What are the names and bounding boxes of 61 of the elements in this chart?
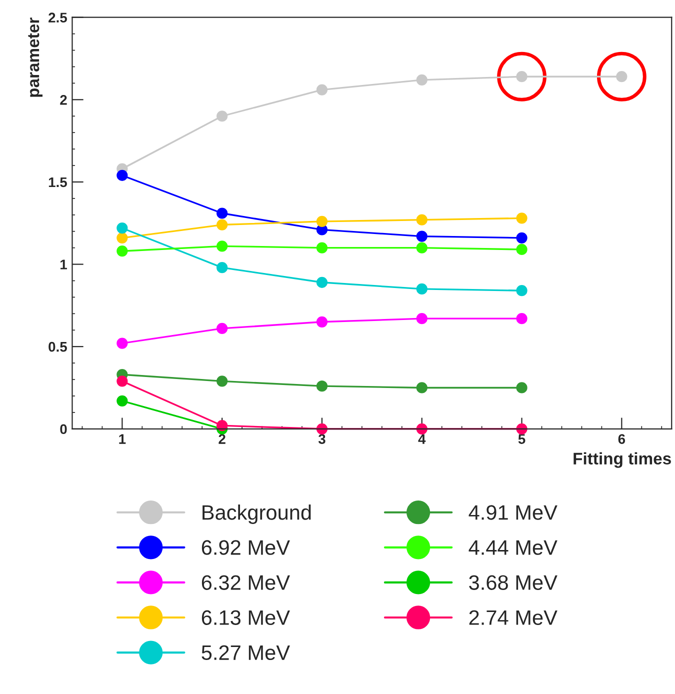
point xyxy=(216,322,228,334)
point xyxy=(116,170,128,181)
x-tick-label: 2 xyxy=(218,434,226,444)
point xyxy=(216,376,228,387)
x-tick-label: 5 xyxy=(518,434,526,444)
point xyxy=(316,242,328,254)
point xyxy=(516,71,528,82)
legend-label: 2.74 MeV xyxy=(469,610,558,625)
x-axis-title: Fitting times xyxy=(574,452,671,468)
point xyxy=(116,222,128,234)
point xyxy=(216,420,228,432)
y-tick-label: 0.5 xyxy=(48,342,67,352)
point xyxy=(116,232,128,244)
y-tick-label: 1 xyxy=(60,260,67,270)
y-tick-label: 2 xyxy=(60,94,67,105)
point xyxy=(416,382,428,394)
point xyxy=(216,262,228,274)
point xyxy=(516,313,528,324)
point xyxy=(516,244,528,256)
point xyxy=(216,219,228,230)
y-tick-label: 1.5 xyxy=(48,177,67,188)
point xyxy=(316,316,328,328)
point xyxy=(416,214,428,226)
point xyxy=(316,276,328,288)
y-tick-label: 0 xyxy=(60,424,67,434)
point xyxy=(516,382,528,394)
point xyxy=(216,110,228,122)
point xyxy=(416,74,428,86)
point xyxy=(516,285,528,296)
point xyxy=(516,212,528,224)
point xyxy=(316,380,328,392)
x-tick-label: 6 xyxy=(618,434,626,444)
point xyxy=(316,423,328,434)
point xyxy=(116,338,128,349)
point xyxy=(416,313,428,324)
point xyxy=(416,230,428,242)
point xyxy=(216,240,228,252)
point xyxy=(316,216,328,228)
legend-label: 4.44 MeV xyxy=(468,540,558,555)
point xyxy=(116,395,128,406)
point xyxy=(416,423,428,434)
legend-label: 4.91 MeV xyxy=(468,505,558,520)
x-tick-label: 3 xyxy=(318,434,326,444)
y-tick-label: 2.5 xyxy=(48,12,67,23)
x-tick-label: 4 xyxy=(418,434,426,444)
legend-label: 6.32 MeV xyxy=(202,575,290,590)
x-tick-label: 1 xyxy=(119,434,126,444)
legend-label: 6.13 MeV xyxy=(202,610,290,625)
point xyxy=(616,71,628,82)
legend-label: Background xyxy=(202,504,311,524)
point xyxy=(116,246,128,257)
point xyxy=(316,84,328,96)
y-axis-title: parameter xyxy=(28,18,43,97)
point xyxy=(416,283,428,295)
legend-label: 6.92 MeV xyxy=(202,540,290,555)
point xyxy=(516,232,528,244)
legend-label: 5.27 MeV xyxy=(202,645,290,660)
point xyxy=(116,376,128,387)
point xyxy=(216,208,228,219)
point xyxy=(416,242,428,254)
legend-label: 3.68 MeV xyxy=(469,575,558,590)
